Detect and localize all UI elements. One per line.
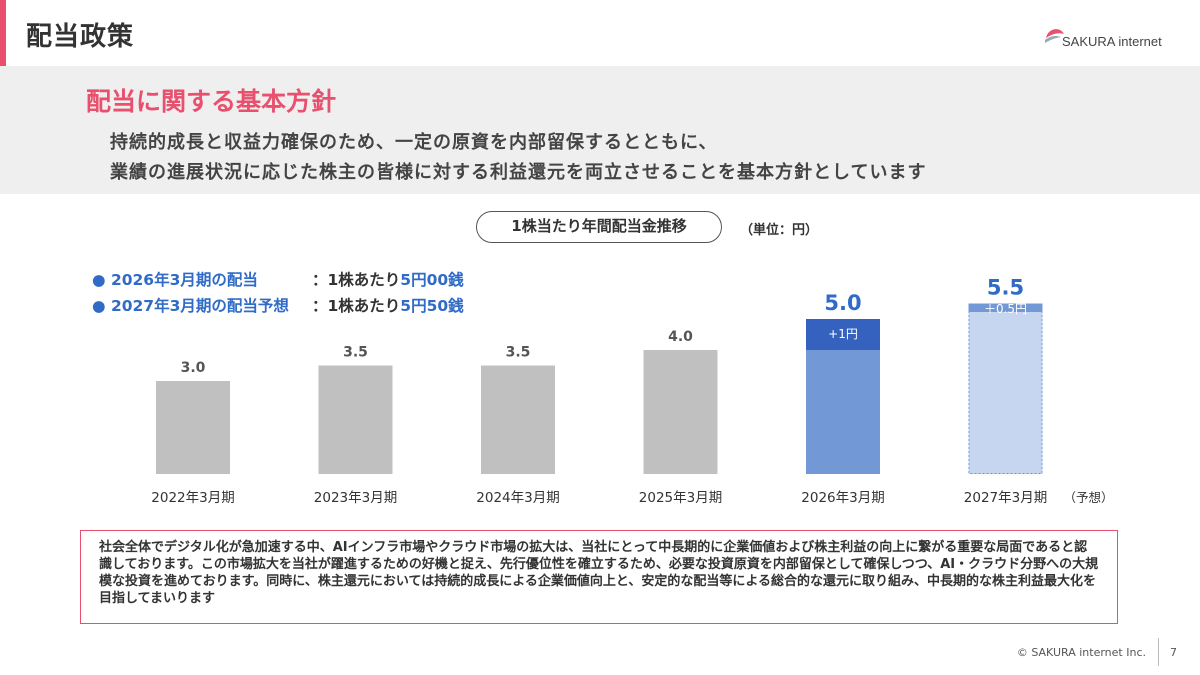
value-label: 3.5 (343, 345, 368, 361)
category-label: 2023年3月期 (314, 490, 397, 506)
note-period: 2027年3月期の配当予想 (110, 297, 289, 315)
unit-label: （単位：円） (740, 223, 819, 238)
title-accent-bar (0, 0, 6, 66)
forecast-outline (968, 303, 1043, 474)
policy-line: 業績の進展状況に応じた株主の皆様に対する利益還元を両立させることを基本方針として… (110, 162, 927, 183)
value-label: 3.0 (181, 360, 206, 376)
comment-text: 社会全体でデジタル化が急加速する中、AIインフラ市場やクラウド市場の拡大は、当社… (99, 540, 1099, 606)
bar (643, 350, 718, 474)
policy-panel: 配当に関する基本方針 持続的成長と収益力確保のため、一定の原資を内部留保するとと… (0, 66, 1200, 194)
category-label: 2022年3月期 (151, 490, 234, 506)
increment-label: +1円 (828, 327, 858, 341)
bar (806, 350, 880, 474)
bar-increment (968, 303, 1043, 313)
bar (318, 365, 393, 474)
bar (481, 365, 555, 474)
footer-divider (1158, 638, 1159, 666)
sakura-logo-icon (1045, 29, 1064, 43)
dividend-note-2026: ● 2026年3月期の配当 ：1株あたり5円00銭 (92, 268, 464, 290)
category-label: 2025年3月期 (639, 490, 722, 506)
bar-increment (806, 319, 880, 350)
footer-copyright: © SAKURA internet Inc. (1016, 646, 1146, 659)
bar (968, 319, 1043, 474)
category-label: 2027年3月期 (964, 490, 1047, 506)
category-label: 2024年3月期 (476, 490, 559, 506)
bar-increment (968, 312, 1043, 319)
bar (156, 381, 230, 474)
company-logo: SAKURA internet (1044, 22, 1172, 52)
note-period: 2026年3月期の配当 (110, 271, 258, 289)
value-label: 4.0 (668, 329, 693, 345)
page-number: 7 (1170, 646, 1177, 659)
bullet-icon: ● (92, 297, 106, 315)
value-label: 3.5 (506, 345, 531, 361)
policy-heading: 配当に関する基本方針 (86, 87, 337, 116)
value-label: 5.5 (987, 276, 1024, 300)
comment-box: 社会全体でデジタル化が急加速する中、AIインフラ市場やクラウド市場の拡大は、当社… (80, 530, 1118, 624)
chart-title: 1株当たり年間配当金推移 (476, 211, 722, 243)
increment-label: ＋0.5円 (984, 302, 1027, 316)
policy-line: 持続的成長と収益力確保のため、一定の原資を内部留保するとともに、 (110, 132, 718, 153)
value-label: 5.0 (824, 291, 861, 315)
note-amount: 5円00銭 (400, 271, 464, 289)
note-separator: ：1株あたり (312, 271, 401, 289)
logo-text: SAKURA internet (1062, 34, 1162, 49)
category-label: 2026年3月期 (801, 490, 884, 506)
note-separator: ：1株あたり (312, 297, 401, 315)
bullet-icon: ● (92, 271, 106, 289)
dividend-note-2027: ● 2027年3月期の配当予想 ：1株あたり5円50銭 (92, 294, 464, 316)
page-title: 配当政策 (26, 22, 135, 52)
forecast-suffix: （予想） (1064, 490, 1114, 505)
note-amount: 5円50銭 (400, 297, 464, 315)
